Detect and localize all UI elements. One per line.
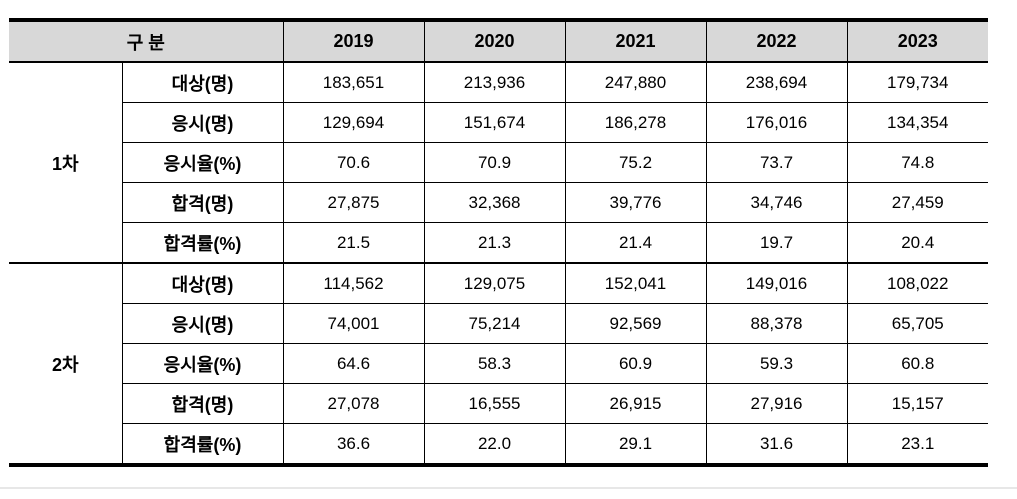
table-row: 합격률(%) 36.6 22.0 29.1 31.6 23.1 [9,423,988,466]
cell-value: 36.6 [282,423,425,466]
cell-value: 31.6 [705,423,848,466]
cell-value: 75.2 [564,142,707,183]
cell-value: 60.9 [564,343,707,384]
cell-value: 15,157 [846,383,988,424]
cell-value: 58.3 [423,343,566,384]
table-row: 합격(명) 27,078 16,555 26,915 27,916 15,157 [9,383,988,424]
cell-value: 27,875 [282,182,425,223]
row-label: 합격률(%) [122,222,284,264]
header-corner: 구 분 [9,19,284,63]
cell-value: 70.9 [423,142,566,183]
group-cell-round1: 1차 [9,61,123,264]
row-label: 응시율(%) [122,343,284,384]
row-label: 응시(명) [122,303,284,344]
row-label: 합격(명) [122,383,284,424]
row-label: 응시율(%) [122,142,284,183]
cell-value: 129,075 [423,262,566,304]
cell-value: 32,368 [423,182,566,223]
header-year-2020: 2020 [423,19,566,63]
cell-value: 27,459 [846,182,988,223]
cell-value: 26,915 [564,383,707,424]
cell-value: 149,016 [705,262,848,304]
cell-value: 39,776 [564,182,707,223]
table-row: 1차 대상(명) 183,651 213,936 247,880 238,694… [9,61,988,264]
cell-value: 20.4 [846,222,988,264]
exam-stats-table: 구 분 2019 2020 2021 2022 2023 1차 대상(명) 18… [9,18,988,467]
table-row: 응시(명) 129,694 151,674 186,278 176,016 13… [9,102,988,143]
row-label: 대상(명) [121,61,284,103]
cell-value: 27,078 [282,383,425,424]
cell-value: 75,214 [423,303,566,344]
cell-value: 247,880 [564,61,707,103]
cell-value: 23.1 [846,423,988,466]
header-year-2022: 2022 [705,19,848,63]
row-label: 대상(명) [121,262,284,304]
cell-value: 134,354 [846,102,988,143]
cell-value: 88,378 [705,303,848,344]
row-label: 합격(명) [122,182,284,223]
cell-value: 186,278 [564,102,707,143]
table-row: 응시율(%) 70.6 70.9 75.2 73.7 74.8 [9,142,988,183]
cell-value: 27,916 [705,383,848,424]
cell-value: 114,562 [282,262,425,304]
cell-value: 65,705 [846,303,988,344]
cell-value: 183,651 [282,61,425,103]
table-row: 응시율(%) 64.6 58.3 60.9 59.3 60.8 [9,343,988,384]
table-row: 2차 대상(명) 114,562 129,075 152,041 149,016… [9,262,988,466]
cell-value: 92,569 [564,303,707,344]
cell-value: 19.7 [705,222,848,264]
cell-value: 152,041 [564,262,707,304]
group-cell-round2: 2차 [9,262,123,466]
page-bottom-divider [0,487,1017,489]
cell-value: 129,694 [282,102,425,143]
cell-value: 151,674 [423,102,566,143]
table-row: 합격(명) 27,875 32,368 39,776 34,746 27,459 [9,182,988,223]
cell-value: 179,734 [846,61,988,103]
cell-value: 70.6 [282,142,425,183]
cell-value: 74.8 [846,142,988,183]
cell-value: 34,746 [705,182,848,223]
table-row: 응시(명) 74,001 75,214 92,569 88,378 65,705 [9,303,988,344]
cell-value: 29.1 [564,423,707,466]
cell-value: 238,694 [705,61,848,103]
cell-value: 74,001 [282,303,425,344]
cell-value: 16,555 [423,383,566,424]
cell-value: 176,016 [705,102,848,143]
cell-value: 21.5 [282,222,425,264]
header-year-2023: 2023 [846,19,988,63]
table-row: 합격률(%) 21.5 21.3 21.4 19.7 20.4 [9,222,988,264]
cell-value: 21.3 [423,222,566,264]
cell-value: 73.7 [705,142,848,183]
cell-value: 64.6 [282,343,425,384]
row-label: 응시(명) [122,102,284,143]
cell-value: 213,936 [423,61,566,103]
header-row: 구 분 2019 2020 2021 2022 2023 [9,19,988,63]
row-label: 합격률(%) [122,423,284,466]
cell-value: 21.4 [564,222,707,264]
cell-value: 108,022 [846,262,988,304]
cell-value: 22.0 [423,423,566,466]
header-year-2021: 2021 [564,19,707,63]
header-year-2019: 2019 [282,19,425,63]
cell-value: 59.3 [705,343,848,384]
cell-value: 60.8 [846,343,988,384]
